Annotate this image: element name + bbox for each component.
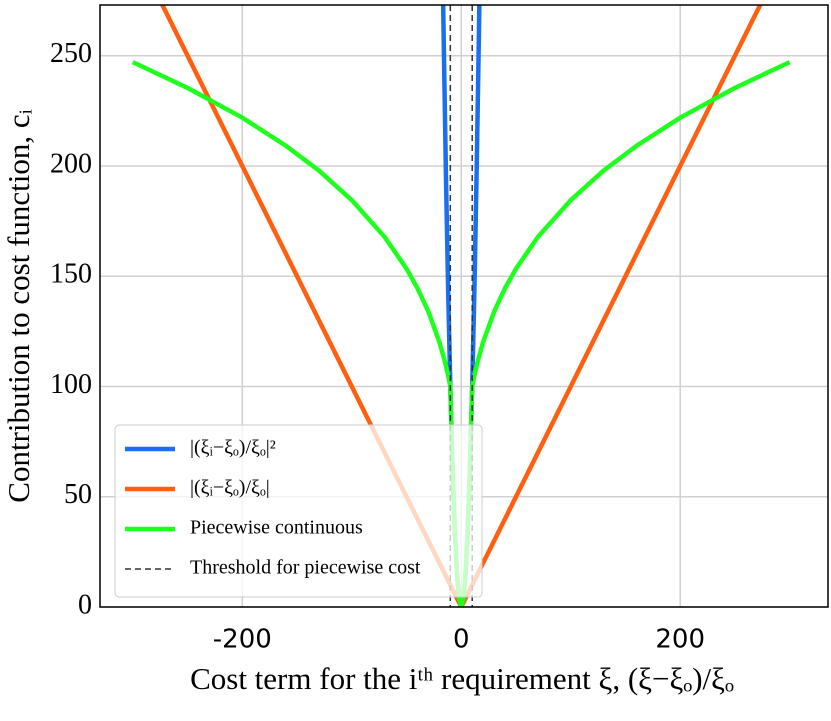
series-line (440, 5, 482, 607)
legend: |(ξᵢ−ξₒ)/ξₒ|² |(ξᵢ−ξₒ)/ξₒ| Piecewise conti… (114, 424, 483, 598)
legend-label: |(ξᵢ−ξₒ)/ξₒ| (190, 477, 270, 499)
y-tick-label: 100 (50, 369, 92, 400)
legend-box (114, 424, 483, 598)
legend-label: Piecewise continuous (190, 517, 363, 539)
x-axis-label: Cost term for the iᵗʰ requirement ξ, (ξ−… (190, 661, 734, 696)
y-tick-label: 250 (50, 38, 92, 69)
plot-frame (99, 4, 829, 608)
y-tick-label: 150 (50, 259, 92, 290)
series-line (159, 5, 763, 607)
x-tick-label: -200 (213, 625, 272, 655)
series-line (131, 60, 791, 607)
y-tick-label: 200 (50, 148, 92, 179)
ticks: 0 50 100 150 200 250 -200 0 200 (50, 38, 705, 654)
y-tick-label: 0 (78, 589, 92, 620)
x-tick-label: 200 (655, 625, 705, 655)
x-tick-label: 0 (453, 625, 470, 655)
y-tick-label: 50 (64, 479, 92, 510)
legend-label: Threshold for piecewise cost (190, 557, 421, 579)
y-axis-label: Contribution to cost function, cᵢ (1, 109, 36, 502)
legend-label: |(ξᵢ−ξₒ)/ξₒ|² (190, 437, 276, 459)
